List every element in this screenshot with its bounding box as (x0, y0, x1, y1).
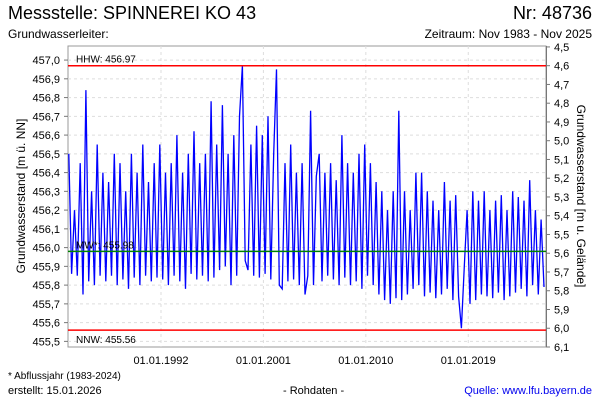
x-tick-label: 01.01.2010 (338, 355, 393, 367)
y-tick-label-right: 5,8 (554, 286, 569, 298)
y-tick-label: 456,3 (32, 186, 60, 198)
x-tick-label: 01.01.1992 (133, 355, 188, 367)
y-tick-label-right: 5,4 (554, 211, 569, 223)
reference-lines: HHW: 456.97 MW*: 455.98 NNW: 455.56 (68, 55, 546, 346)
y-tick-label-right: 4,7 (554, 79, 569, 91)
y-tick-label-right: 5,9 (554, 304, 569, 316)
y-tick-label-right: 5,0 (554, 136, 569, 148)
y-tick-label: 457,0 (32, 55, 60, 67)
y-tick-label-right: 5,3 (554, 192, 569, 204)
reference-line-label: MW*: 455.98 (76, 240, 134, 251)
footnote: * Abflussjahr (1983-2024) (8, 371, 121, 382)
y-tick-label-right: 4,5 (554, 42, 569, 54)
reference-line-label: NNW: 455.56 (76, 335, 136, 346)
created-date: erstellt: 15.01.2026 (8, 385, 102, 397)
y-tick-label-right: 4,6 (554, 61, 569, 73)
y-tick-label: 456,1 (32, 224, 60, 236)
y-tick-label: 456,4 (32, 168, 60, 180)
period-label: Zeitraum: Nov 1983 - Nov 2025 (424, 27, 592, 41)
y-tick-label-right: 6,1 (554, 342, 569, 354)
station-title: Messstelle: SPINNEREI KO 43 (8, 3, 257, 23)
y-tick-label: 455,9 (32, 261, 60, 273)
y-tick-label: 455,5 (32, 336, 60, 348)
grid (67, 45, 547, 348)
y-tick-label-right: 5,1 (554, 154, 569, 166)
y-tick-label: 456,5 (32, 149, 60, 161)
y-tick-label: 456,2 (32, 205, 60, 217)
y-tick-label-right: 4,8 (554, 98, 569, 110)
series-layer (68, 65, 545, 329)
source-link[interactable]: Quelle: www.lfu.bayern.de (464, 385, 592, 397)
y-tick-label: 455,8 (32, 280, 60, 292)
y-tick-label-right: 5,5 (554, 229, 569, 241)
y-axis-label-right: Grundwasserstand [m u. Gelände] (574, 105, 588, 288)
x-tick-label: 01.01.2001 (236, 355, 291, 367)
y-tick-label: 456,7 (32, 111, 60, 123)
y-tick-label: 456,0 (32, 243, 60, 255)
y-tick-label-right: 6,0 (554, 323, 569, 335)
y-tick-label-right: 5,2 (554, 173, 569, 185)
x-tick-label: 01.01.2019 (441, 355, 496, 367)
y-tick-label: 456,6 (32, 130, 60, 142)
y-tick-label-right: 4,9 (554, 117, 569, 129)
raw-data-label: - Rohdaten - (283, 385, 345, 397)
y-tick-label: 456,8 (32, 93, 60, 105)
y-tick-label: 455,6 (32, 318, 60, 330)
station-number: Nr: 48736 (512, 3, 592, 23)
aquifer-label: Grundwasserleiter: (8, 27, 109, 41)
axes: 457,0 456,9 456,8 456,7 456,6 456,5 456,4 456,3… (32, 42, 569, 367)
y-tick-label: 455,7 (32, 299, 60, 311)
y-tick-label-right: 5,6 (554, 248, 569, 260)
y-tick-label-right: 5,7 (554, 267, 569, 279)
reference-line-label: HHW: 456.97 (76, 55, 136, 66)
series-line-groundwater (68, 65, 545, 329)
plot-area (67, 45, 547, 348)
y-tick-label: 456,9 (32, 74, 60, 86)
y-axis-label: Grundwasserstand [m ü. NN] (14, 119, 28, 274)
